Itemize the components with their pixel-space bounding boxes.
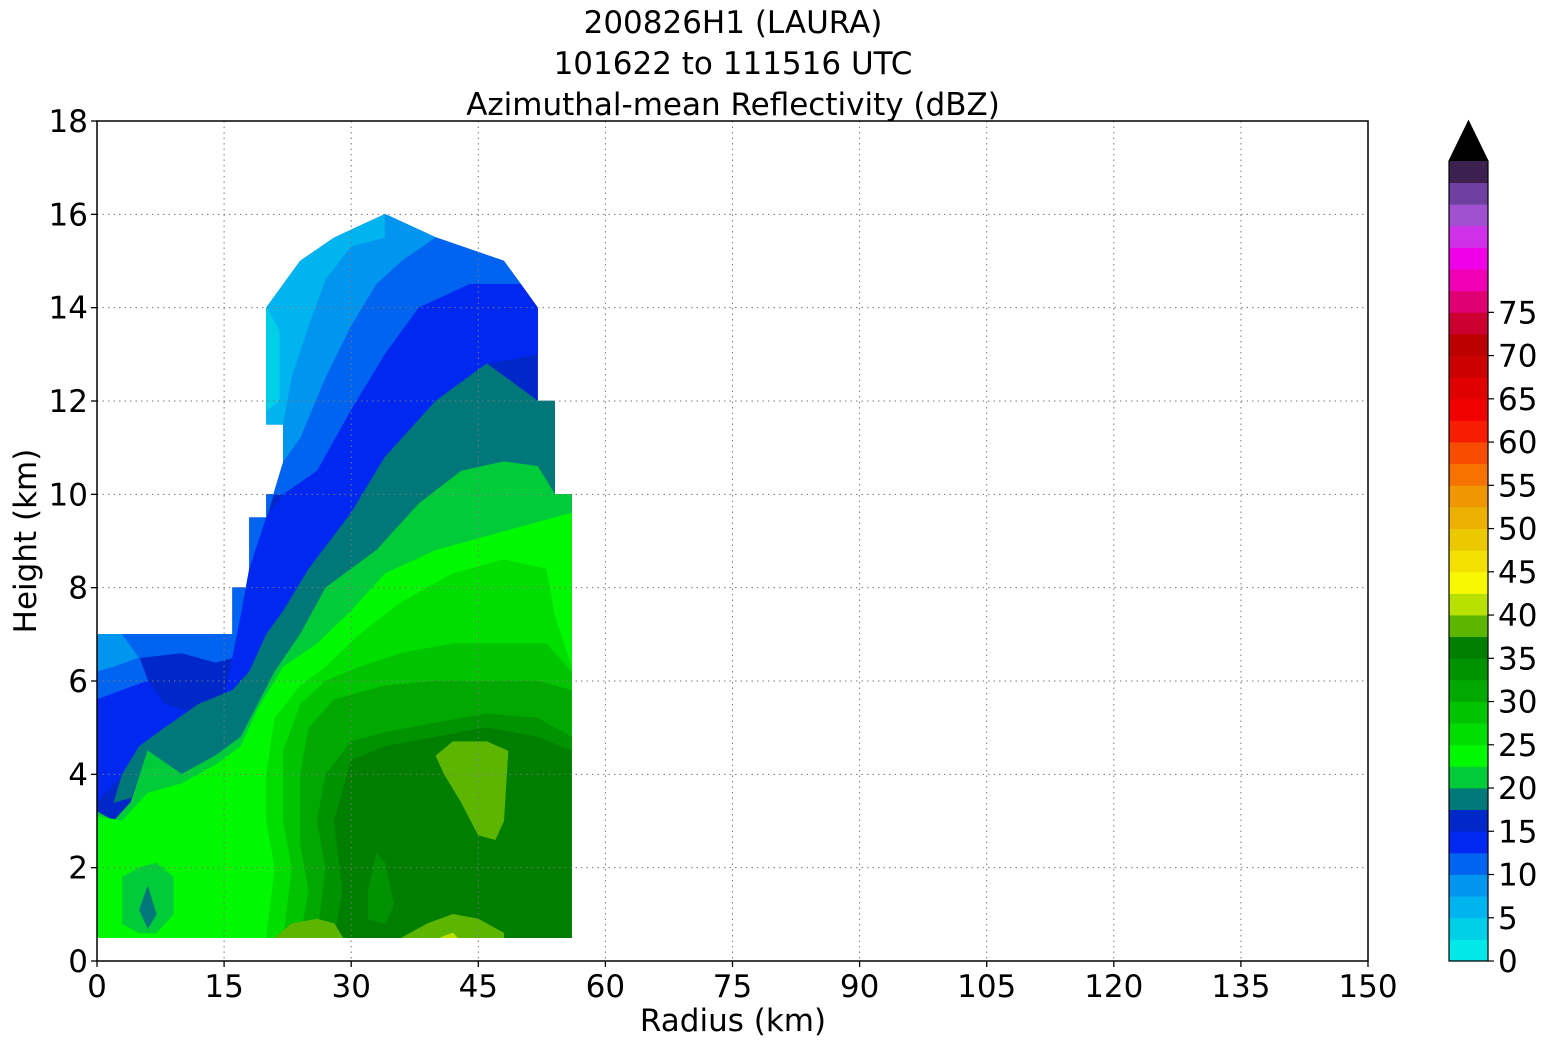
axis-ticks: 0 15 30 45 60 75 90 105 120 135 150 0 2 4 6 8 10 12 14 16 18 bbox=[49, 104, 1398, 1005]
y-tick-label: 18 bbox=[49, 104, 88, 140]
reflectivity-region bbox=[440, 932, 458, 939]
colorbar-swatch bbox=[1449, 723, 1488, 746]
colorbar-tick-label: 70 bbox=[1498, 339, 1537, 375]
colorbar-swatch bbox=[1449, 658, 1488, 681]
y-tick-label: 12 bbox=[49, 384, 88, 420]
grid-lines bbox=[97, 121, 1368, 961]
colorbar-swatch bbox=[1449, 182, 1488, 205]
y-tick-label: 8 bbox=[68, 571, 88, 607]
colorbar-swatch bbox=[1449, 269, 1488, 292]
colorbar-swatch bbox=[1449, 896, 1488, 919]
y-tick-label: 2 bbox=[68, 851, 88, 887]
x-axis-label: Radius (km) bbox=[640, 1003, 826, 1039]
colorbar-swatch bbox=[1449, 247, 1488, 270]
colorbar-swatch bbox=[1449, 766, 1488, 789]
colorbar-tick-label: 55 bbox=[1498, 468, 1537, 504]
y-tick-label: 0 bbox=[68, 944, 88, 980]
x-tick-label: 120 bbox=[1084, 969, 1143, 1005]
colorbar-swatch bbox=[1449, 788, 1488, 811]
colorbar-swatch bbox=[1449, 744, 1488, 767]
colorbar-swatch bbox=[1449, 550, 1488, 573]
colorbar-outline bbox=[1448, 119, 1489, 962]
reflectivity-region bbox=[435, 741, 509, 841]
colorbar-tick-label: 10 bbox=[1498, 858, 1537, 894]
y-tick-label: 16 bbox=[49, 197, 88, 233]
y-tick-label: 10 bbox=[49, 477, 88, 513]
colorbar-swatch bbox=[1449, 831, 1488, 854]
x-tick-label: 105 bbox=[957, 969, 1016, 1005]
x-tick-label: 150 bbox=[1338, 969, 1397, 1005]
colorbar-swatch bbox=[1449, 939, 1488, 962]
colorbar-swatch bbox=[1449, 636, 1488, 659]
colorbar-swatch bbox=[1449, 485, 1488, 508]
y-tick-label: 6 bbox=[68, 664, 88, 700]
y-tick-label: 14 bbox=[49, 291, 88, 327]
reflectivity-region bbox=[274, 918, 344, 939]
colorbar-tick-label: 35 bbox=[1498, 641, 1537, 677]
colorbar-tick-label: 65 bbox=[1498, 382, 1537, 418]
colorbar-swatch bbox=[1449, 463, 1488, 486]
colorbar-tick-label: 30 bbox=[1498, 685, 1537, 721]
chart-title: 200826H1 (LAURA) 101622 to 111516 UTC Az… bbox=[466, 5, 1000, 123]
colorbar-tick-label: 75 bbox=[1498, 295, 1537, 331]
colorbar-tick-label: 60 bbox=[1498, 425, 1537, 461]
x-tick-label: 15 bbox=[204, 969, 243, 1005]
title-line-1: 200826H1 (LAURA) bbox=[584, 5, 883, 41]
x-tick-label: 90 bbox=[840, 969, 879, 1005]
colorbar-swatch bbox=[1449, 701, 1488, 724]
colorbar-tick-label: 0 bbox=[1498, 944, 1518, 980]
colorbar-tick-label: 40 bbox=[1498, 598, 1537, 634]
x-tick-label: 30 bbox=[331, 969, 370, 1005]
data-layer bbox=[97, 213, 572, 939]
x-tick-label: 0 bbox=[87, 969, 107, 1005]
x-tick-label: 60 bbox=[586, 969, 625, 1005]
colorbar-extend-arrow bbox=[1449, 121, 1488, 161]
x-tick-label: 75 bbox=[713, 969, 752, 1005]
colorbar-swatch bbox=[1449, 225, 1488, 248]
colorbar-swatch bbox=[1449, 398, 1488, 421]
colorbar-swatch bbox=[1449, 290, 1488, 313]
colorbar-tick-label: 15 bbox=[1498, 814, 1537, 850]
colorbar-swatch bbox=[1449, 312, 1488, 335]
reflectivity-region bbox=[139, 885, 157, 929]
colorbar-swatch bbox=[1449, 377, 1488, 400]
colorbar-swatch bbox=[1449, 917, 1488, 940]
title-line-2: 101622 to 111516 UTC bbox=[554, 46, 913, 82]
colorbar-swatch bbox=[1449, 161, 1488, 184]
x-tick-label: 45 bbox=[459, 969, 498, 1005]
colorbar-swatch bbox=[1449, 571, 1488, 594]
reflectivity-region bbox=[367, 853, 394, 925]
colorbar-swatch bbox=[1449, 809, 1488, 832]
colorbar-swatch bbox=[1449, 506, 1488, 529]
colorbar-swatch bbox=[1449, 420, 1488, 443]
colorbar-swatch bbox=[1449, 593, 1488, 616]
colorbar-tick-label: 20 bbox=[1498, 771, 1537, 807]
colorbar-tick-label: 25 bbox=[1498, 728, 1537, 764]
colorbar-swatch bbox=[1449, 615, 1488, 638]
colorbar: 0 5 10 15 20 25 30 35 40 45 50 55 60 65 70 75 bbox=[1448, 119, 1537, 980]
colorbar-swatch bbox=[1449, 333, 1488, 356]
colorbar-tick-label: 5 bbox=[1498, 901, 1518, 937]
colorbar-tick-label: 45 bbox=[1498, 555, 1537, 591]
title-line-3: Azimuthal-mean Reflectivity (dBZ) bbox=[466, 87, 1000, 123]
colorbar-swatch bbox=[1449, 874, 1488, 897]
y-tick-label: 4 bbox=[68, 757, 88, 793]
colorbar-swatch bbox=[1449, 852, 1488, 875]
colorbar-swatch bbox=[1449, 355, 1488, 378]
y-axis-label: Height (km) bbox=[8, 449, 44, 634]
colorbar-swatch bbox=[1449, 442, 1488, 465]
x-tick-label: 135 bbox=[1211, 969, 1270, 1005]
colorbar-swatch bbox=[1449, 528, 1488, 551]
colorbar-swatch bbox=[1449, 679, 1488, 702]
colorbar-tick-label: 50 bbox=[1498, 512, 1537, 548]
colorbar-swatch bbox=[1449, 204, 1488, 227]
